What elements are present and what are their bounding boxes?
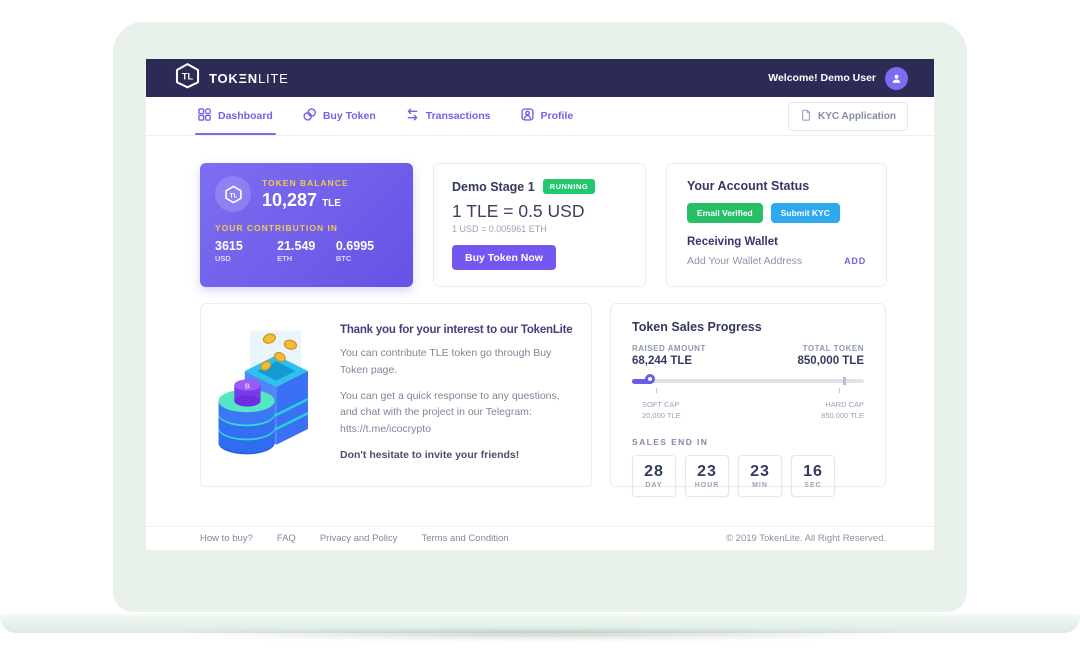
tab-dashboard[interactable]: Dashboard	[195, 97, 276, 135]
kyc-button-label: KYC Application	[818, 110, 896, 122]
token-logo-icon: TL	[215, 176, 251, 212]
brand-logo[interactable]: TL TOKΞNLITE	[174, 62, 289, 94]
contribution-btc: 0.6995 BTC	[335, 239, 375, 263]
countdown-min: 23 MIN	[738, 454, 782, 497]
tab-profile[interactable]: Profile	[520, 97, 574, 135]
countdown-timer: 28 DAY 23 HOUR 23 MIN 16	[632, 454, 864, 497]
gold-coins	[260, 333, 298, 371]
email-verified-badge[interactable]: Email Verified	[687, 203, 763, 223]
countdown-sec: 16 SEC	[791, 454, 835, 497]
brand-wordmark: TOKΞNLITE	[209, 70, 289, 86]
welcome-paragraph-2: You can get a quick response to any ques…	[340, 389, 560, 436]
add-wallet-button[interactable]: ADD	[844, 256, 866, 266]
receiving-wallet-title: Receiving Wallet	[687, 236, 778, 248]
top-header: TL TOKΞNLITE Welcome! Demo User	[146, 59, 934, 97]
progress-title: Token Sales Progress	[632, 320, 762, 334]
token-balance-label: TOKEN BALANCE	[262, 177, 349, 188]
welcome-card-title: Thank you for your interest to our Token…	[340, 324, 573, 336]
token-stage-card: Demo Stage 1 RUNNING 1 TLE = 0.5 USD 1 U…	[433, 163, 646, 287]
profile-icon	[520, 108, 534, 124]
raised-amount-block: RAISED AMOUNT 68,244 TLE	[632, 344, 706, 367]
tab-label: Dashboard	[218, 110, 273, 122]
submit-kyc-badge[interactable]: Submit KYC	[770, 203, 840, 223]
contribution-eth: 21.549 ETH	[277, 239, 316, 263]
dashboard-icon	[198, 108, 212, 124]
welcome-note: Don't hesitate to invite your friends!	[340, 448, 520, 461]
tab-label: Transactions	[425, 110, 491, 122]
svg-text:B: B	[245, 384, 250, 391]
token-rate: 1 TLE = 0.5 USD	[452, 201, 585, 221]
footer-link-privacy[interactable]: Privacy and Policy	[319, 533, 398, 544]
svg-text:TL: TL	[229, 192, 237, 199]
hard-cap-block: HARD CAP 850,000 TLE	[821, 400, 864, 421]
welcome-text: Welcome! Demo User	[768, 72, 876, 84]
kyc-application-button[interactable]: KYC Application	[788, 101, 908, 131]
contribution-usd: 3615 USD	[215, 239, 243, 263]
sales-end-label: SALES END IN	[632, 436, 709, 447]
token-sales-progress-card: Token Sales Progress RAISED AMOUNT 68,24…	[610, 303, 886, 497]
soft-cap-block: SOFT CAP 20,000 TLE	[642, 400, 681, 421]
running-status-badge: RUNNING	[542, 179, 596, 194]
welcome-message-card: B Thank you for your interest to our Tok…	[200, 303, 592, 487]
laptop-base	[0, 612, 1080, 633]
laptop-shadow	[20, 631, 1060, 645]
crypto-illustration: B	[215, 326, 329, 470]
token-balance-amount: 10,287 TLE	[262, 189, 341, 210]
user-avatar[interactable]	[885, 66, 908, 90]
main-content: TL TOKEN BALANCE 10,287 TLE YOUR CONTRIB…	[146, 136, 934, 497]
buy-token-now-button[interactable]: Buy Token Now	[452, 245, 556, 270]
tab-transactions[interactable]: Transactions	[406, 97, 491, 135]
footer-link-how-to-buy[interactable]: How to buy?	[200, 533, 253, 544]
kyc-document-icon	[800, 109, 812, 124]
hard-cap-track-tick	[843, 377, 846, 385]
sales-progress-slider	[632, 374, 864, 393]
transactions-icon	[406, 108, 419, 124]
copyright-text: © 2019 TokenLite. All Right Reserved.	[726, 533, 886, 544]
hard-cap-tick	[839, 388, 840, 393]
tab-buy-token[interactable]: Buy Token	[303, 97, 376, 135]
countdown-day: 28 DAY	[632, 454, 676, 497]
tab-label: Profile	[540, 110, 574, 122]
soft-cap-tick	[656, 388, 657, 393]
welcome-paragraph-1: You can contribute TLE token go through …	[340, 347, 552, 376]
contribution-label: YOUR CONTRIBUTION IN	[215, 223, 338, 233]
footer-link-faq[interactable]: FAQ	[276, 533, 296, 544]
countdown-hour: 23 HOUR	[685, 454, 729, 497]
tokenlite-logo-icon: TL	[174, 62, 201, 94]
wallet-address-text: Add Your Wallet Address	[687, 255, 803, 267]
nav-bar: Dashboard Buy Token Tran	[146, 97, 934, 136]
svg-text:TL: TL	[182, 72, 194, 82]
account-status-card: Your Account Status Email Verified Submi…	[666, 163, 887, 287]
token-balance-card: TL TOKEN BALANCE 10,287 TLE YOUR CONTRIB…	[200, 163, 413, 287]
progress-fill	[632, 378, 653, 384]
account-status-title: Your Account Status	[687, 179, 810, 193]
tab-label: Buy Token	[322, 110, 376, 122]
footer-link-terms[interactable]: Terms and Condition	[421, 533, 509, 544]
buy-token-icon	[303, 108, 316, 124]
total-token-block: TOTAL TOKEN 850,000 TLE	[797, 344, 864, 367]
app-footer: How to buy? FAQ Privacy and Policy Terms…	[146, 526, 934, 550]
token-rate-detail: 1 USD = 0.005961 ETH	[452, 224, 547, 234]
app-screen: TL TOKΞNLITE Welcome! Demo User	[146, 59, 934, 550]
progress-handle[interactable]	[644, 374, 655, 384]
stage-title: Demo Stage 1	[452, 179, 535, 194]
